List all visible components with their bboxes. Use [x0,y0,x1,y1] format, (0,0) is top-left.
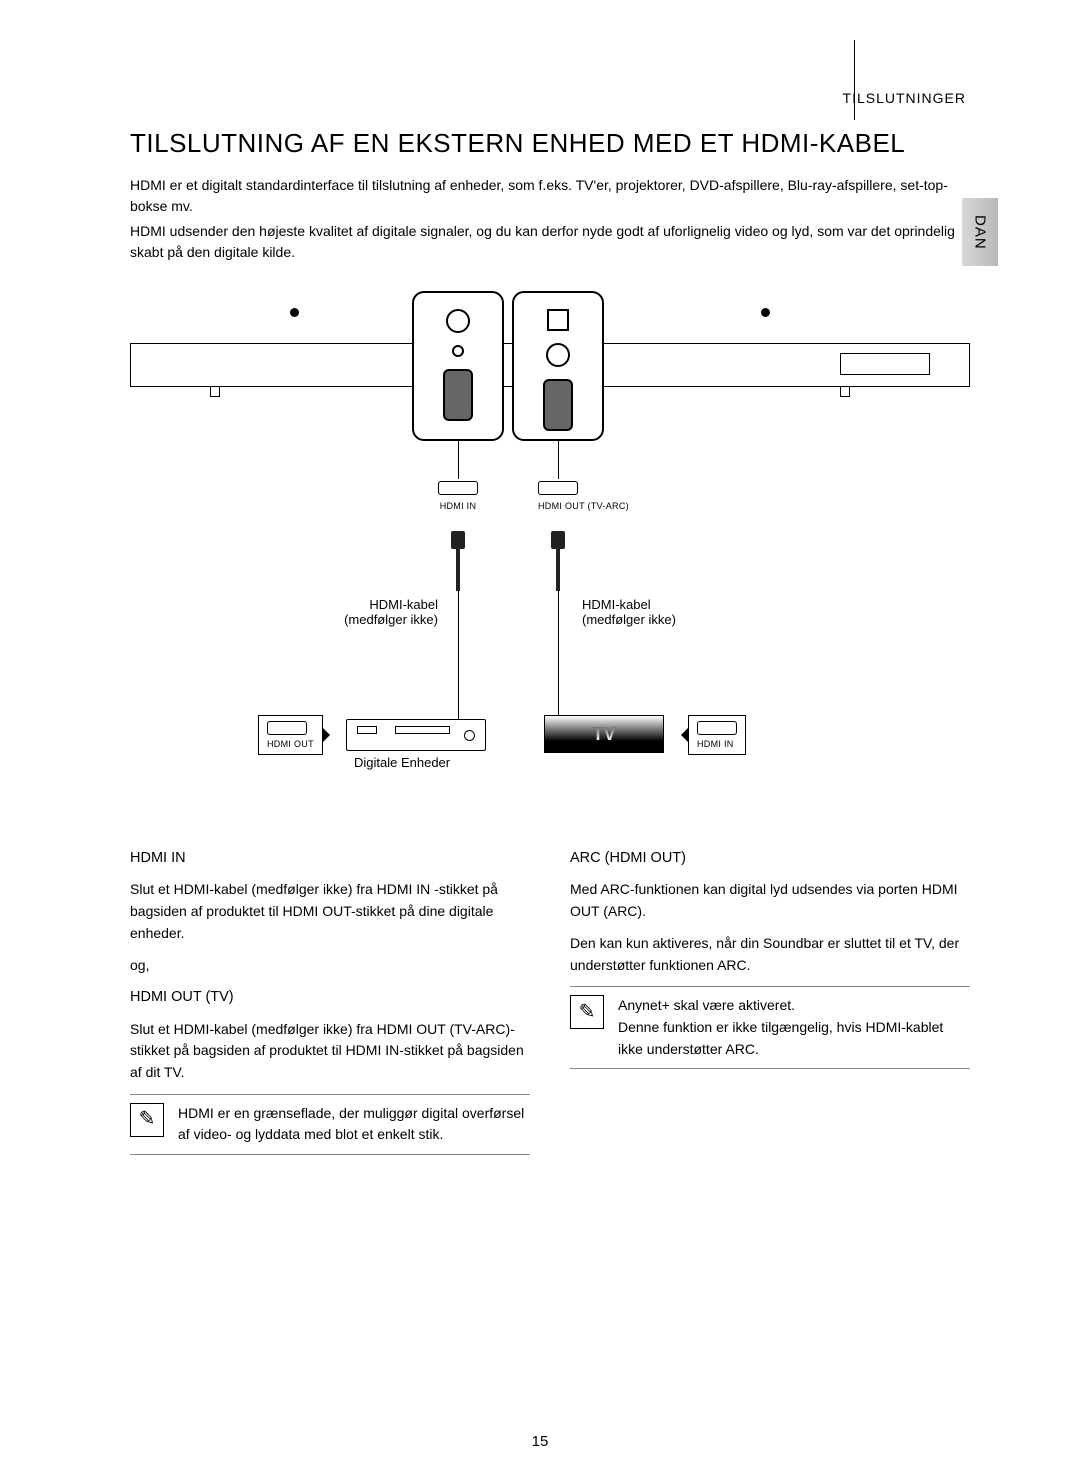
arc-text-2: Den kan kun aktiveres, når din Soundbar … [570,933,970,976]
hdmi-in-label: HDMI IN [438,501,478,511]
hdmi-in-text: Slut et HDMI-kabel (medfølger ikke) fra … [130,879,530,944]
language-tab: DAN [962,198,998,266]
connector-slot-icon [538,481,578,495]
section-label: TILSLUTNINGER [130,90,970,106]
soundbar-dot [290,308,299,317]
lead-line [458,591,459,719]
hdmi-in-heading: HDMI IN [130,847,530,869]
note-text: HDMI er en grænseflade, der muliggør dig… [178,1103,530,1146]
intro-p2: HDMI udsender den højeste kvalitet af di… [130,221,970,263]
note-texts: Anynet+ skal være aktiveret. Denne funkt… [618,995,970,1060]
hdmi-in-connector: HDMI IN [438,481,478,511]
port-panel-right [512,291,604,441]
connector-slot-icon [438,481,478,495]
note-separator [130,1094,530,1095]
lead-line [558,591,559,715]
connector-slot-icon [697,721,737,735]
aux-jack-small-icon [452,345,464,357]
hdmi-cable-icon [448,531,468,591]
tv-icon: TV [544,715,664,753]
content-columns: HDMI IN Slut et HDMI-kabel (medfølger ik… [130,841,970,1163]
intro-p1: HDMI er et digitalt standardinterface ti… [130,175,970,217]
soundbar-dot [761,308,770,317]
aux-jack-icon [446,309,470,333]
hdmi-port-icon [543,379,573,431]
hdmi-port-icon [443,369,473,421]
note-icon: ✎ [130,1103,164,1137]
note-block: ✎ HDMI er en grænseflade, der muliggør d… [130,1103,530,1146]
soundbar-label-area [840,353,930,375]
note-block: ✎ Anynet+ skal være aktiveret. Denne fun… [570,995,970,1060]
note-separator [130,1154,530,1155]
arc-text-1: Med ARC-funktionen kan digital lyd udsen… [570,879,970,922]
page-number: 15 [0,1433,1080,1450]
cable-label-left: HDMI-kabel (medfølger ikke) [328,597,438,627]
connection-diagram: HDMI IN HDMI OUT (TV-ARC) HDMI-kabel (me… [130,291,970,811]
intro-block: HDMI er et digitalt standardinterface ti… [130,175,970,263]
page-title: TILSLUTNING AF EN EKSTERN ENHED MED ET H… [130,128,970,159]
note-separator [570,986,970,987]
hdmi-in-port-box: HDMI IN [688,715,746,755]
hdmi-out-heading: HDMI OUT (TV) [130,986,530,1008]
hdmi-out-box-label: HDMI OUT [267,739,314,749]
tv-label: TV [592,724,615,745]
hdmi-out-connector: HDMI OUT (TV-ARC) [538,481,629,511]
lead-line [558,441,559,479]
note-line-1: Anynet+ skal være aktiveret. [618,995,970,1017]
soundbar-notch [210,387,220,397]
left-column: HDMI IN Slut et HDMI-kabel (medfølger ik… [130,841,530,1163]
note-icon: ✎ [570,995,604,1029]
hdmi-out-label: HDMI OUT (TV-ARC) [538,501,629,511]
connector-and: og, [130,955,530,977]
hdmi-out-port-box: HDMI OUT [258,715,323,755]
aux-jack-icon [546,343,570,367]
hdmi-in-box-label: HDMI IN [697,739,737,749]
note-line-2: Denne funktion er ikke tilgængelig, hvis… [618,1017,970,1060]
hdmi-out-text: Slut et HDMI-kabel (medfølger ikke) fra … [130,1019,530,1084]
digital-device-icon [346,719,486,751]
optical-port-icon [547,309,569,331]
lead-line [458,441,459,479]
note-separator [570,1068,970,1069]
arc-heading: ARC (HDMI OUT) [570,847,970,869]
header-divider [854,40,855,120]
soundbar-notch [840,387,850,397]
connector-slot-icon [267,721,307,735]
digital-devices-label: Digitale Enheder [354,755,450,770]
port-panel-left [412,291,504,441]
right-column: ARC (HDMI OUT) Med ARC-funktionen kan di… [570,841,970,1163]
hdmi-cable-icon [548,531,568,591]
language-tab-label: DAN [972,215,989,250]
cable-label-right: HDMI-kabel (medfølger ikke) [582,597,676,627]
